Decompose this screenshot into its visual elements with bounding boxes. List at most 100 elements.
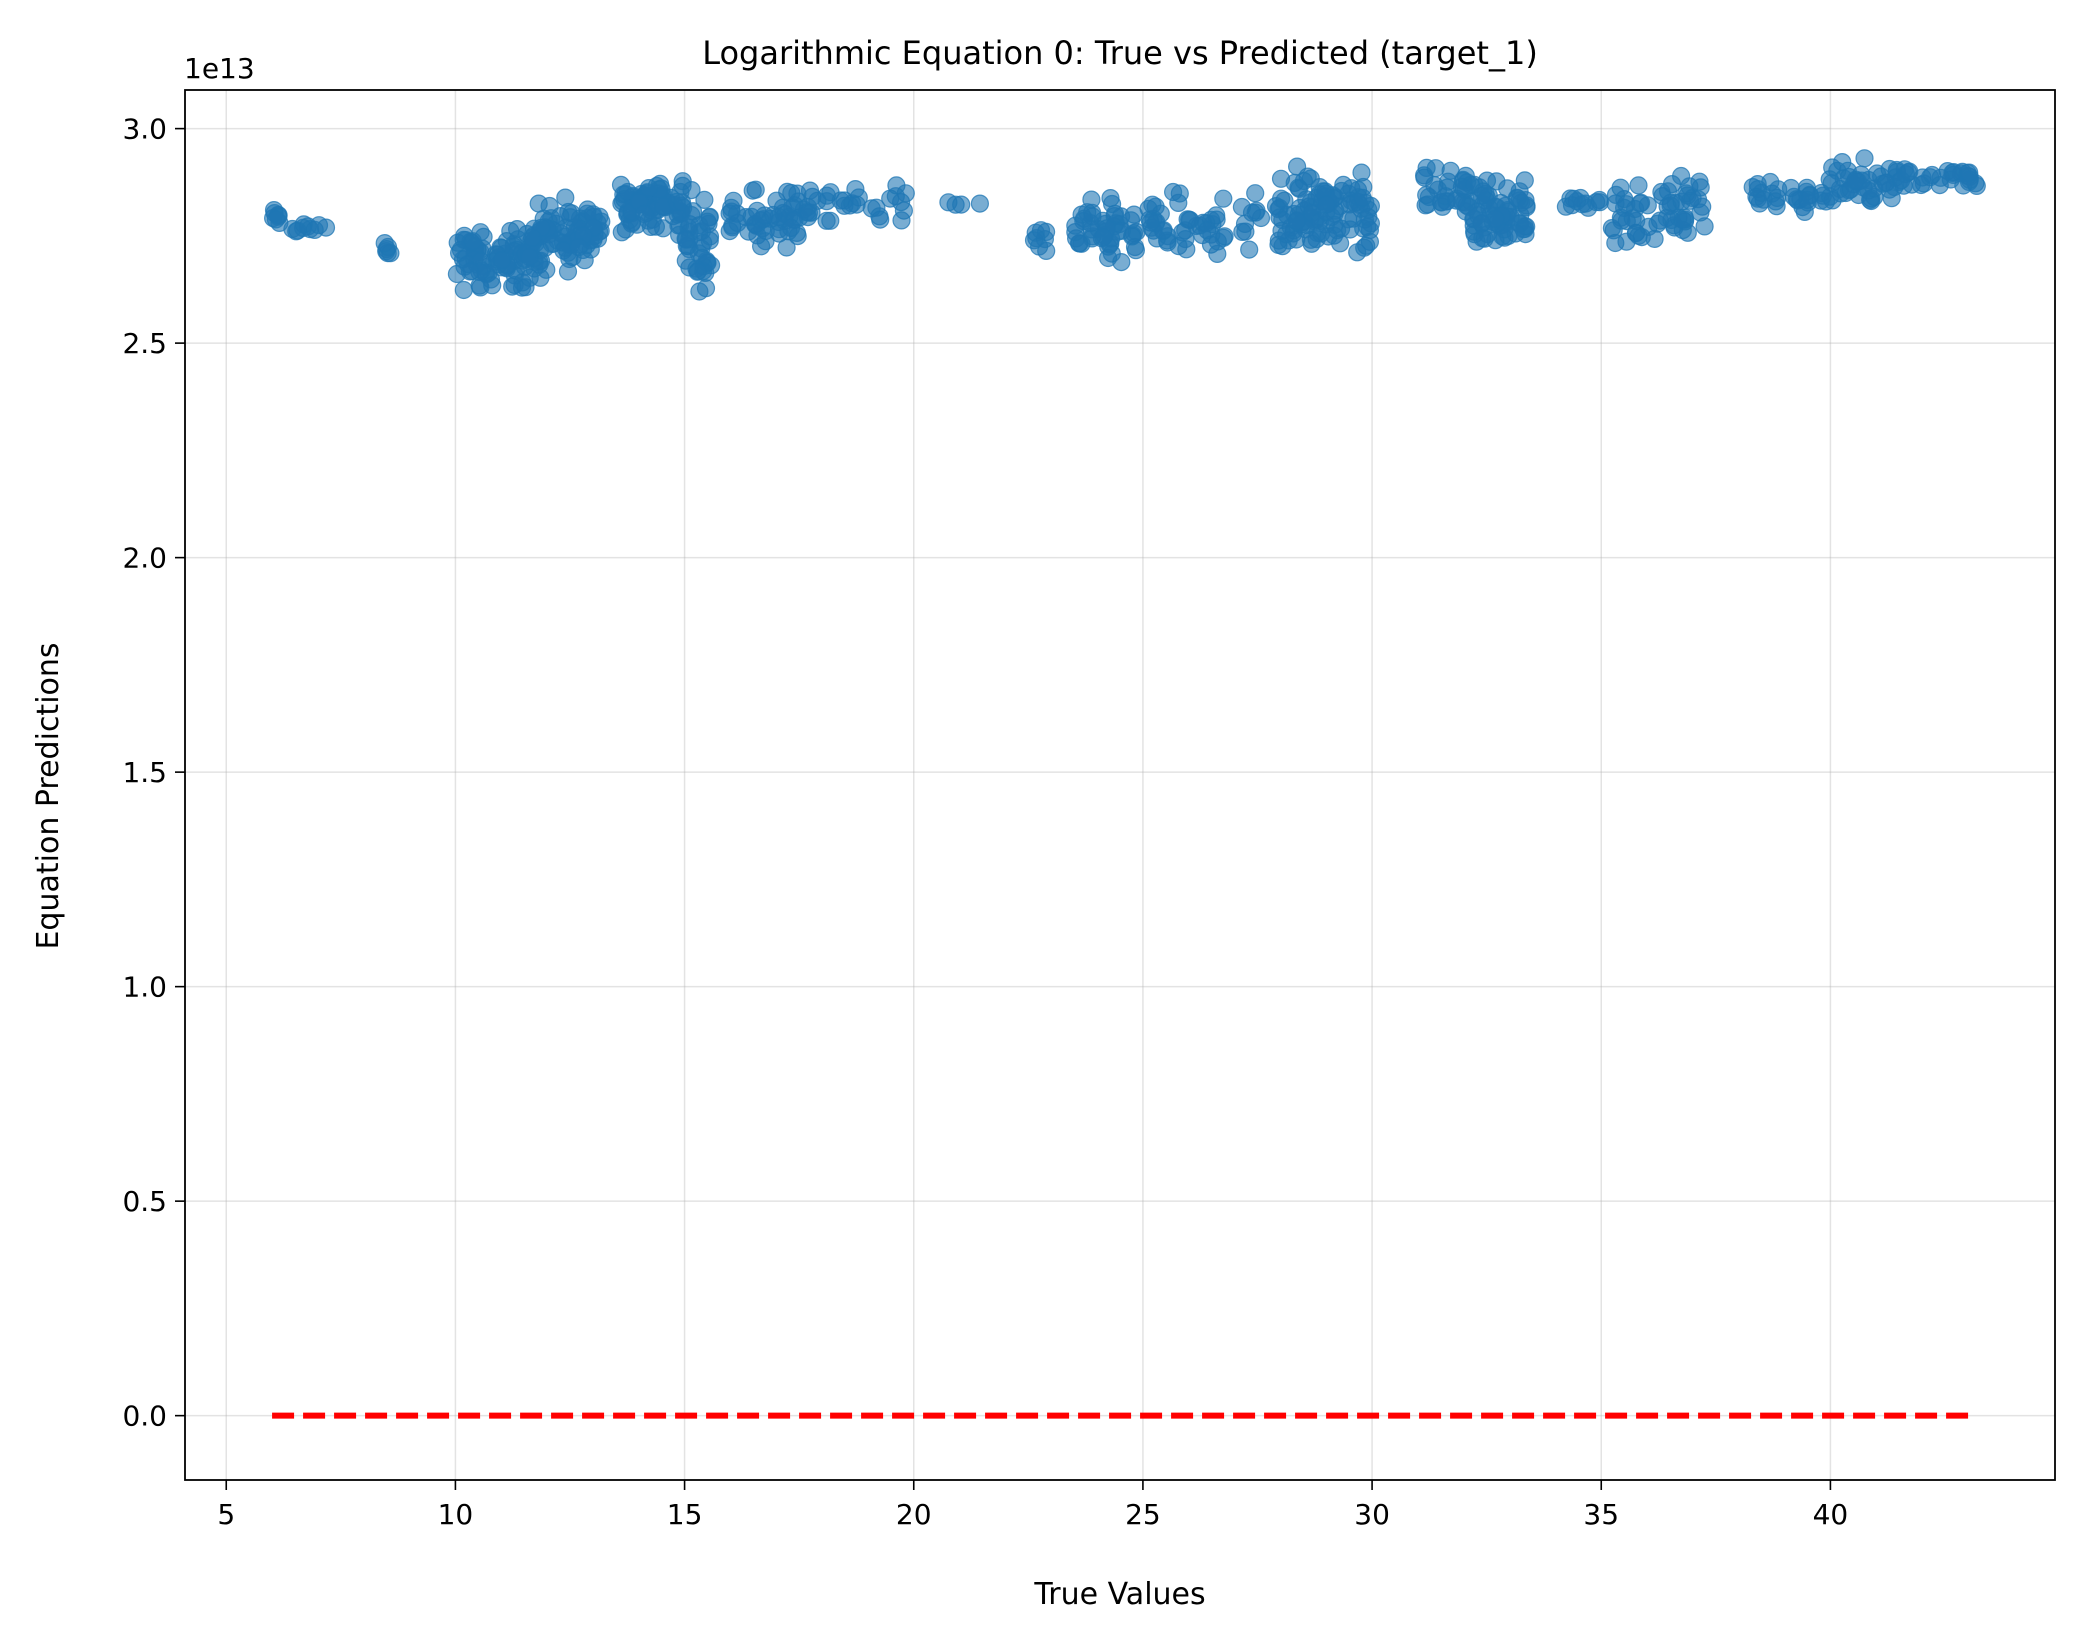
scatter-point [1590,190,1609,210]
x-tick-label: 40 [1813,1498,1849,1531]
x-tick-label: 30 [1354,1498,1390,1531]
scatter-point [537,260,556,279]
y-offset-label: 1e13 [184,52,255,85]
scatter-point [1353,188,1372,207]
scatter-point [1447,191,1466,210]
scatter-point [554,241,573,260]
x-tick-label: 35 [1583,1498,1619,1531]
scatter-point [970,194,990,213]
scatter-point [727,204,747,223]
scatter-point [1688,190,1708,209]
scatter-point [569,238,588,257]
scatter-point [1163,182,1183,202]
scatter-point [1855,149,1874,168]
scatter-point [1066,216,1085,235]
y-tick-label: 2.5 [122,327,167,360]
scatter-point [375,234,394,253]
x-tick-label: 25 [1125,1498,1161,1531]
scatter-point [1820,187,1840,206]
x-axis-label: True Values [1033,1577,1205,1612]
scatter-point [1341,220,1360,239]
scatter-point [616,220,635,239]
scatter-point [952,195,971,214]
x-tick-label: 10 [438,1498,474,1531]
y-tick-label: 1.0 [122,971,167,1004]
scatter-point [1332,181,1351,201]
scatter-point [266,210,285,229]
scatter-point [682,181,701,200]
x-tick-label: 15 [667,1498,703,1531]
scatter-point [1177,240,1196,259]
y-tick-label: 3.0 [122,113,167,146]
scatter-point [1606,233,1625,253]
scatter-point [1317,195,1336,214]
scatter-point [747,201,767,220]
scatter-point [1629,176,1648,195]
scatter-point [1301,230,1321,249]
scatter-point [529,194,548,213]
scatter-point [680,215,699,234]
scatter-point [460,262,480,281]
scatter-point [288,221,307,240]
y-tick-label: 2.0 [122,542,167,575]
scatter-point [1472,214,1491,233]
scatter-point [1428,180,1448,199]
scatter-point [1960,163,1979,182]
scatter-point [746,180,765,199]
scatter-point [1101,189,1120,208]
scatter-point [551,207,570,226]
scatter-point [1330,234,1350,253]
scatter-point [483,276,502,295]
scatter-point [821,183,840,202]
scatter-point [1517,198,1536,217]
scatter-point [808,191,827,210]
scatter-point [751,237,771,256]
x-tick-label: 5 [217,1498,235,1531]
scatter-point [448,233,467,252]
scatter-point [634,204,654,224]
scatter-point [1673,210,1692,229]
scatter-point [1214,189,1233,208]
scatter-point [677,230,696,249]
scatter-point [1294,171,1314,191]
scatter-point [1246,184,1265,203]
scatter-point [558,262,578,281]
scatter-point [1769,180,1788,199]
scatter-point [694,233,713,252]
scatter-point [1287,212,1306,231]
scatter-point [1632,228,1651,247]
scatter-point [309,216,329,235]
scatter-point [1271,169,1291,188]
x-tick-label: 20 [896,1498,932,1531]
scatter-point [887,176,906,195]
scatter-point [777,238,796,257]
scatter-point [1082,190,1101,209]
scatter-point [1617,195,1636,214]
scatter-point [1671,166,1691,186]
axis-ticks: 5 10 15 20 25 30 35 40 0.0 0.5 1.0 1.5 2.0 2.5 3.0 [122,113,1848,1531]
scatter-point [871,210,890,229]
scatter-point [1240,240,1259,259]
scatter-point [1611,178,1630,197]
scatter-point [1198,221,1217,240]
scatter-point [1846,171,1865,191]
scatter-point [454,280,473,300]
scatter-point [769,224,789,243]
scatter-point [1922,165,1942,185]
scatter-point [492,251,512,270]
scatter-point [1441,161,1460,180]
scatter-point [1122,227,1142,246]
scatter-point [1877,173,1896,192]
y-tick-label: 0.5 [122,1185,167,1218]
scatter-point [1352,163,1371,182]
scatter-point [1695,217,1714,236]
scatter-point [1833,153,1852,172]
scatter-point [688,262,707,281]
scatter-point [1506,224,1525,243]
scatter-point [1515,171,1534,190]
chart-title: Logarithmic Equation 0: True vs Predicte… [702,34,1538,72]
scatter-point [1094,228,1113,247]
scatter-point [846,180,865,199]
scatter-points [264,149,1986,301]
